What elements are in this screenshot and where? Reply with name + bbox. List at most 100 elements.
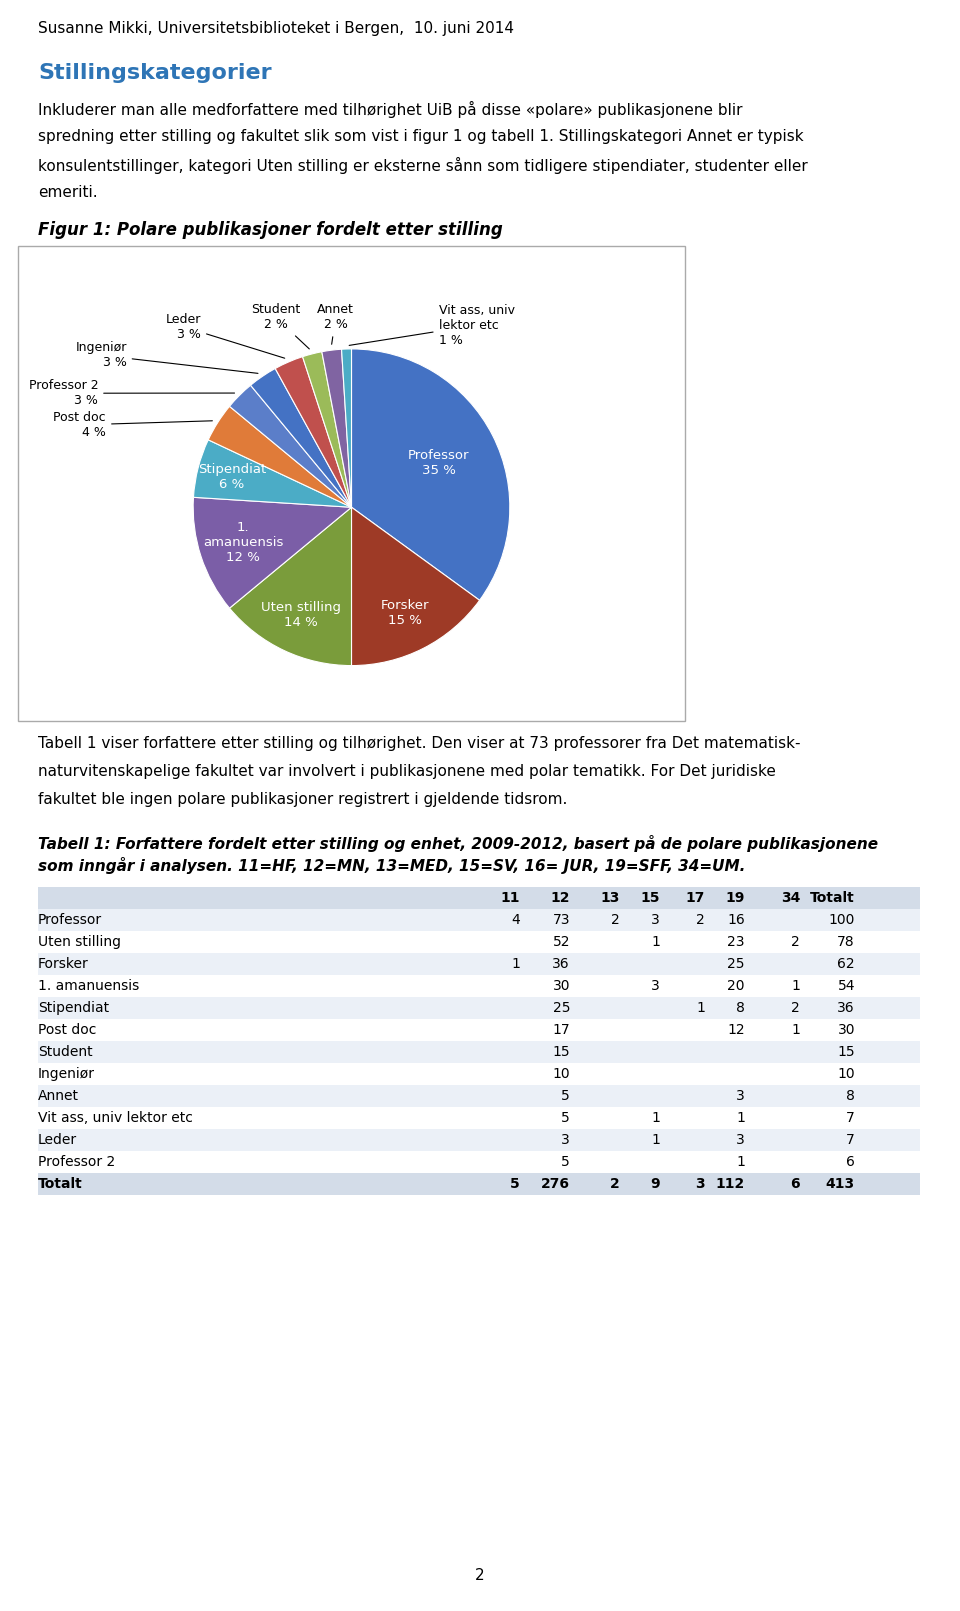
Text: Susanne Mikki, Universitetsbiblioteket i Bergen,  10. juni 2014: Susanne Mikki, Universitetsbiblioteket i… bbox=[38, 21, 514, 35]
Text: 1. amanuensis: 1. amanuensis bbox=[38, 979, 139, 992]
Bar bbox=[38, 1107, 920, 1129]
Text: 1: 1 bbox=[651, 1133, 660, 1147]
Text: Tabell 1: Forfattere fordelt etter stilling og enhet, 2009-2012, basert på de po: Tabell 1: Forfattere fordelt etter still… bbox=[38, 834, 878, 852]
Text: 23: 23 bbox=[728, 934, 745, 949]
Text: 8: 8 bbox=[736, 1000, 745, 1015]
Wedge shape bbox=[251, 369, 351, 507]
Text: 1: 1 bbox=[791, 979, 800, 992]
Text: Post doc
4 %: Post doc 4 % bbox=[54, 411, 212, 438]
Text: fakultet ble ingen polare publikasjoner registrert i gjeldende tidsrom.: fakultet ble ingen polare publikasjoner … bbox=[38, 793, 567, 807]
Text: som inngår i analysen. 11=HF, 12=MN, 13=MED, 15=SV, 16= JUR, 19=SFF, 34=UM.: som inngår i analysen. 11=HF, 12=MN, 13=… bbox=[38, 857, 745, 875]
Text: 3: 3 bbox=[651, 979, 660, 992]
Bar bbox=[38, 1150, 920, 1173]
Text: 6: 6 bbox=[846, 1155, 855, 1170]
Text: Totalt: Totalt bbox=[38, 1178, 83, 1191]
Text: 19: 19 bbox=[726, 891, 745, 905]
Text: 12: 12 bbox=[728, 1023, 745, 1037]
Text: Vit ass, univ lektor etc: Vit ass, univ lektor etc bbox=[38, 1112, 193, 1124]
Text: 36: 36 bbox=[837, 1000, 855, 1015]
Text: 1: 1 bbox=[511, 957, 520, 971]
Text: 16: 16 bbox=[728, 913, 745, 926]
Text: Leder
3 %: Leder 3 % bbox=[166, 313, 285, 358]
Text: 11: 11 bbox=[500, 891, 520, 905]
Text: 7: 7 bbox=[847, 1133, 855, 1147]
Wedge shape bbox=[351, 350, 510, 601]
Text: 2: 2 bbox=[612, 913, 620, 926]
Text: 10: 10 bbox=[837, 1066, 855, 1081]
Text: 3: 3 bbox=[695, 1178, 705, 1191]
Bar bbox=[38, 1020, 920, 1041]
Text: 7: 7 bbox=[847, 1112, 855, 1124]
Text: 13: 13 bbox=[601, 891, 620, 905]
Text: Vit ass, univ
lektor etc
1 %: Vit ass, univ lektor etc 1 % bbox=[349, 303, 515, 346]
Bar bbox=[38, 954, 920, 975]
Wedge shape bbox=[193, 498, 351, 609]
Text: Forsker: Forsker bbox=[38, 957, 88, 971]
Bar bbox=[38, 1041, 920, 1063]
Text: Student
2 %: Student 2 % bbox=[251, 303, 309, 350]
Text: emeriti.: emeriti. bbox=[38, 185, 98, 200]
Text: 17: 17 bbox=[552, 1023, 570, 1037]
Bar bbox=[38, 1063, 920, 1084]
Text: 9: 9 bbox=[650, 1178, 660, 1191]
Text: konsulentstillinger, kategori Uten stilling er eksterne sånn som tidligere stipe: konsulentstillinger, kategori Uten still… bbox=[38, 156, 807, 174]
Text: 15: 15 bbox=[552, 1046, 570, 1058]
Text: 2: 2 bbox=[611, 1178, 620, 1191]
Text: 1: 1 bbox=[736, 1112, 745, 1124]
Bar bbox=[38, 888, 920, 909]
Wedge shape bbox=[342, 350, 351, 507]
Text: 4: 4 bbox=[512, 913, 520, 926]
Text: 17: 17 bbox=[685, 891, 705, 905]
Text: 20: 20 bbox=[728, 979, 745, 992]
Text: 3: 3 bbox=[562, 1133, 570, 1147]
Text: 1: 1 bbox=[651, 934, 660, 949]
Text: 3: 3 bbox=[651, 913, 660, 926]
Text: 15: 15 bbox=[640, 891, 660, 905]
Text: Stillingskategorier: Stillingskategorier bbox=[38, 63, 272, 84]
Text: 413: 413 bbox=[826, 1178, 855, 1191]
Text: 276: 276 bbox=[541, 1178, 570, 1191]
Text: Inkluderer man alle medforfattere med tilhørighet UiB på disse «polare» publikas: Inkluderer man alle medforfattere med ti… bbox=[38, 101, 742, 118]
Text: spredning etter stilling og fakultet slik som vist i figur 1 og tabell 1. Stilli: spredning etter stilling og fakultet sli… bbox=[38, 129, 804, 143]
Wedge shape bbox=[208, 406, 351, 507]
Text: 78: 78 bbox=[837, 934, 855, 949]
Text: 5: 5 bbox=[562, 1112, 570, 1124]
Text: 25: 25 bbox=[728, 957, 745, 971]
Text: 6: 6 bbox=[790, 1178, 800, 1191]
Text: Professor
35 %: Professor 35 % bbox=[408, 449, 469, 477]
Text: 2: 2 bbox=[475, 1568, 485, 1584]
Bar bbox=[38, 1173, 920, 1195]
Text: Student: Student bbox=[38, 1046, 92, 1058]
Bar bbox=[38, 975, 920, 997]
Text: 2: 2 bbox=[791, 934, 800, 949]
Text: Professor 2: Professor 2 bbox=[38, 1155, 115, 1170]
Text: 1: 1 bbox=[791, 1023, 800, 1037]
Text: Professor: Professor bbox=[38, 913, 102, 926]
Text: Totalt: Totalt bbox=[810, 891, 855, 905]
Text: 3: 3 bbox=[736, 1133, 745, 1147]
Text: Uten stilling
14 %: Uten stilling 14 % bbox=[261, 601, 341, 628]
Wedge shape bbox=[322, 350, 351, 507]
Text: 5: 5 bbox=[562, 1155, 570, 1170]
Text: 100: 100 bbox=[828, 913, 855, 926]
Bar bbox=[38, 1084, 920, 1107]
Text: 5: 5 bbox=[562, 1089, 570, 1104]
Text: 52: 52 bbox=[553, 934, 570, 949]
Text: Annet: Annet bbox=[38, 1089, 79, 1104]
Wedge shape bbox=[229, 507, 351, 665]
Text: Stipendiat: Stipendiat bbox=[38, 1000, 109, 1015]
Text: 34: 34 bbox=[780, 891, 800, 905]
Bar bbox=[38, 909, 920, 931]
Text: 30: 30 bbox=[837, 1023, 855, 1037]
Text: 112: 112 bbox=[716, 1178, 745, 1191]
Bar bbox=[38, 1129, 920, 1150]
Text: Ingeniør: Ingeniør bbox=[38, 1066, 95, 1081]
Text: Forsker
15 %: Forsker 15 % bbox=[381, 599, 430, 627]
Text: Leder: Leder bbox=[38, 1133, 77, 1147]
Wedge shape bbox=[276, 356, 351, 507]
Text: 10: 10 bbox=[552, 1066, 570, 1081]
Text: 62: 62 bbox=[837, 957, 855, 971]
Text: 3: 3 bbox=[736, 1089, 745, 1104]
Text: 73: 73 bbox=[553, 913, 570, 926]
Bar bbox=[38, 931, 920, 954]
